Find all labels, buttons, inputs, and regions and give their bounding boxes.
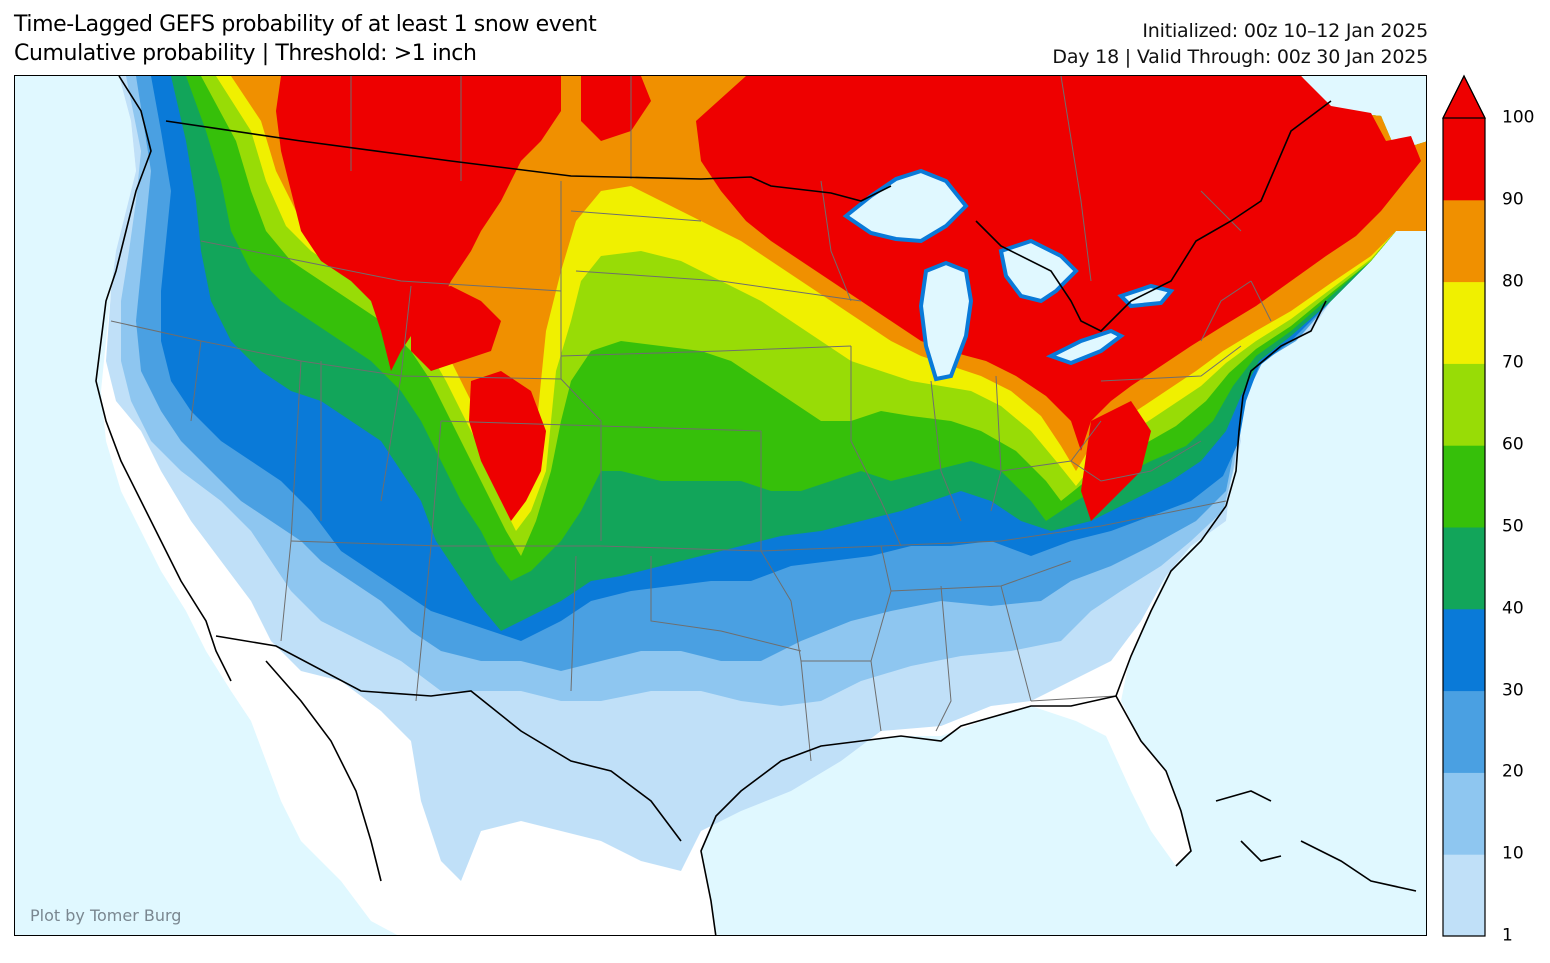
colorbar-tick-label: 10 bbox=[1502, 843, 1524, 864]
colorbar-blocks bbox=[1443, 118, 1485, 937]
lake-michigan bbox=[918, 260, 974, 382]
prob-band-90-100-montana bbox=[581, 76, 651, 141]
initialized-label: Initialized: 00z 10–12 Jan 2025 bbox=[1142, 20, 1428, 42]
colorbar-tick-label: 80 bbox=[1502, 271, 1524, 292]
map-title: Time-Lagged GEFS probability of at least… bbox=[14, 12, 597, 37]
baja-peninsula bbox=[266, 661, 371, 846]
title-block: Time-Lagged GEFS probability of at least… bbox=[14, 10, 597, 68]
colorbar-outline bbox=[1442, 74, 1486, 937]
lake-ontario bbox=[1117, 283, 1175, 309]
colorbar bbox=[1442, 74, 1486, 937]
probability-map bbox=[15, 76, 1426, 935]
credit-label: Plot by Tomer Burg bbox=[30, 906, 182, 925]
caribbean-islands bbox=[1215, 790, 1417, 892]
state-borders bbox=[110, 76, 1272, 762]
colorbar-tick-label: 20 bbox=[1502, 761, 1524, 782]
colorbar-block bbox=[1443, 690, 1485, 773]
colorbar-tick-label: 40 bbox=[1502, 598, 1524, 619]
colorbar-tick-label: 90 bbox=[1502, 189, 1524, 210]
prob-band-90-100-rockies-north bbox=[276, 76, 561, 371]
colorbar-tick-label: 60 bbox=[1502, 434, 1524, 455]
colorbar-tick-label: 30 bbox=[1502, 680, 1524, 701]
colorbar-block bbox=[1443, 363, 1485, 446]
meta-block: Initialized: 00z 10–12 Jan 2025 Day 18 |… bbox=[1052, 18, 1428, 70]
colorbar-extend-arrow bbox=[1442, 74, 1486, 119]
colorbar-block bbox=[1443, 281, 1485, 364]
colorbar-block bbox=[1443, 854, 1485, 937]
colorbar-tick-label: 70 bbox=[1502, 352, 1524, 373]
map-panel bbox=[14, 75, 1427, 936]
colorbar-block bbox=[1443, 199, 1485, 283]
colorbar-tick-label: 1 bbox=[1502, 925, 1513, 946]
prob-band-90-100-east bbox=[1081, 401, 1151, 521]
map-subtitle: Cumulative probability | Threshold: >1 i… bbox=[14, 41, 477, 66]
colorbar-block bbox=[1443, 608, 1485, 692]
prob-band-90-100-wyoming bbox=[411, 286, 501, 371]
colorbar-block bbox=[1443, 445, 1485, 528]
colorbar-tick-label: 50 bbox=[1502, 516, 1524, 537]
colorbar-block bbox=[1443, 118, 1485, 201]
colorbar-block bbox=[1443, 772, 1485, 855]
lake-superior bbox=[842, 168, 969, 244]
colorbar-tick-label: 100 bbox=[1502, 107, 1535, 128]
colorbar-block bbox=[1443, 527, 1485, 610]
country-borders bbox=[95, 76, 1332, 935]
valid-through-label: Day 18 | Valid Through: 00z 30 Jan 2025 bbox=[1052, 46, 1428, 68]
lake-erie bbox=[1045, 328, 1125, 366]
prob-band-90-100-colorado bbox=[469, 371, 546, 521]
